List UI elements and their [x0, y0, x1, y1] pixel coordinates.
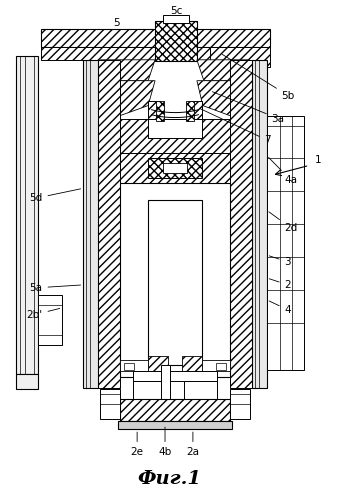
Bar: [182, 356, 202, 370]
Bar: [120, 118, 230, 154]
Text: 1: 1: [314, 156, 321, 166]
Text: 5a: 5a: [29, 283, 80, 293]
Bar: [148, 100, 160, 120]
Text: 5b: 5b: [222, 54, 295, 100]
Bar: [252, 60, 267, 388]
Text: 2a: 2a: [186, 432, 199, 457]
Bar: [148, 118, 202, 139]
Polygon shape: [161, 402, 170, 414]
Bar: [41, 29, 270, 47]
Polygon shape: [107, 80, 155, 116]
Bar: [38, 295, 63, 344]
Text: 2: 2: [269, 279, 291, 290]
Bar: [120, 360, 148, 372]
Bar: [267, 116, 305, 370]
Text: 7: 7: [200, 109, 271, 146]
Bar: [124, 362, 134, 370]
Bar: [148, 200, 202, 364]
Bar: [161, 364, 170, 403]
Polygon shape: [197, 80, 243, 116]
Polygon shape: [197, 60, 250, 80]
Bar: [230, 390, 250, 420]
Bar: [98, 60, 120, 388]
Bar: [186, 100, 194, 120]
Bar: [41, 47, 210, 60]
Text: 2b': 2b': [26, 308, 60, 320]
Text: 5: 5: [113, 18, 120, 28]
Bar: [120, 184, 230, 378]
Text: 4a: 4a: [269, 158, 297, 186]
Text: 4b: 4b: [159, 427, 172, 457]
Bar: [120, 400, 230, 421]
Bar: [155, 21, 197, 61]
Bar: [16, 56, 38, 374]
Bar: [216, 362, 226, 370]
Bar: [133, 372, 217, 382]
Text: 3: 3: [269, 256, 291, 267]
Text: 5d: 5d: [29, 189, 81, 203]
Bar: [202, 360, 230, 372]
Bar: [156, 100, 164, 120]
Bar: [210, 47, 270, 67]
Bar: [148, 356, 168, 370]
Bar: [163, 15, 189, 23]
Bar: [118, 422, 232, 430]
Text: 5c: 5c: [170, 6, 182, 16]
Text: 2d: 2d: [269, 212, 298, 233]
Bar: [190, 100, 202, 120]
Text: 3a: 3a: [212, 92, 285, 124]
Bar: [100, 390, 120, 420]
Text: 4: 4: [269, 301, 291, 315]
Bar: [133, 382, 166, 400]
Polygon shape: [100, 60, 155, 80]
Bar: [184, 382, 217, 400]
Text: Фиг.1: Фиг.1: [137, 470, 201, 488]
Bar: [120, 154, 230, 184]
Bar: [83, 60, 98, 388]
Bar: [16, 374, 38, 390]
Text: 2e: 2e: [130, 432, 144, 457]
Bar: [163, 164, 187, 173]
Bar: [230, 60, 252, 388]
Bar: [148, 158, 202, 178]
